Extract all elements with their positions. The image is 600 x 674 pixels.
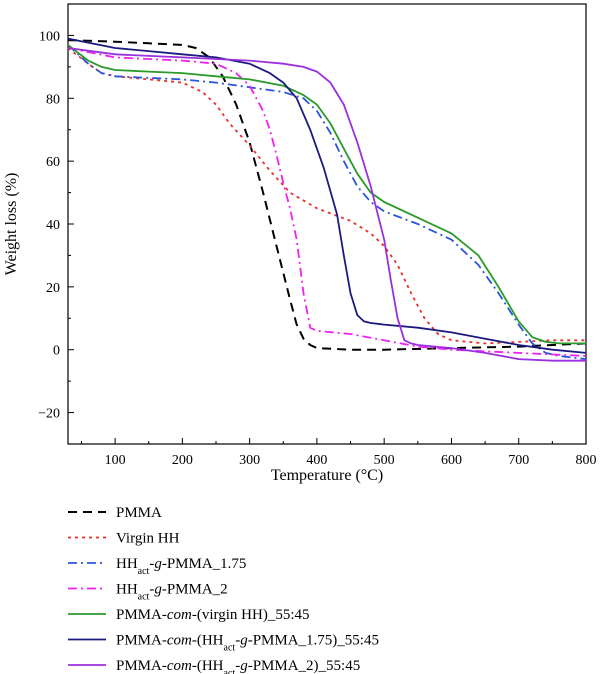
x-tick-label: 600 — [441, 453, 462, 468]
legend: PMMA Virgin HH HHact​-g-PMMA_1.75 HHact​-g-… — [68, 505, 379, 674]
y-tick-label: 60 — [46, 155, 60, 170]
x-tick-label: 200 — [172, 453, 193, 468]
axis-ticks — [68, 3, 587, 445]
legend-label-2: Virgin HH — [116, 531, 180, 547]
legend-label-3: HHact​-g-PMMA_1.75 — [116, 556, 246, 577]
legend-label-4: HHact​-g-PMMA_2 — [116, 582, 228, 603]
tick-labels: 100 200 300 400 500 600 700 800 −20 0 20 40 60 80 100 — [38, 29, 596, 468]
series-line-7 — [67, 47, 586, 362]
series-line-6 — [67, 37, 587, 354]
legend-label-5: PMMA-com-(virgin HH)_55:45 — [116, 607, 310, 623]
x-axis-label: Temperature (°C) — [271, 467, 383, 484]
x-tick-label: 800 — [576, 453, 597, 468]
y-tick-label: 100 — [39, 29, 60, 44]
y-axis-label: Weight loss (%) — [3, 173, 20, 276]
x-tick-label: 700 — [508, 453, 529, 468]
y-tick-label: 40 — [46, 218, 60, 233]
x-tick-label: 500 — [374, 453, 395, 468]
y-tick-label: 20 — [46, 281, 60, 296]
series-line-3 — [67, 44, 587, 360]
x-tick-label: 100 — [105, 453, 126, 468]
series-line-2 — [67, 47, 586, 345]
y-tick-label: 0 — [53, 344, 60, 359]
legend-label-1: PMMA — [116, 505, 162, 521]
legend-label-7: PMMA-com-(HHact​-g-PMMA_2)_55:45 — [116, 658, 360, 674]
plot-frame — [67, 3, 587, 445]
legend-label-6: PMMA-com-(HHact​-g-PMMA_1.75)_55:45 — [116, 633, 379, 654]
series-line-5 — [67, 44, 586, 345]
series-line-4 — [67, 47, 587, 357]
y-tick-label: −20 — [38, 407, 60, 422]
x-tick-label: 300 — [239, 453, 260, 468]
y-tick-label: 80 — [46, 92, 60, 107]
series-line-1 — [67, 39, 587, 351]
series-lines — [67, 37, 587, 362]
x-tick-label: 400 — [306, 453, 327, 468]
